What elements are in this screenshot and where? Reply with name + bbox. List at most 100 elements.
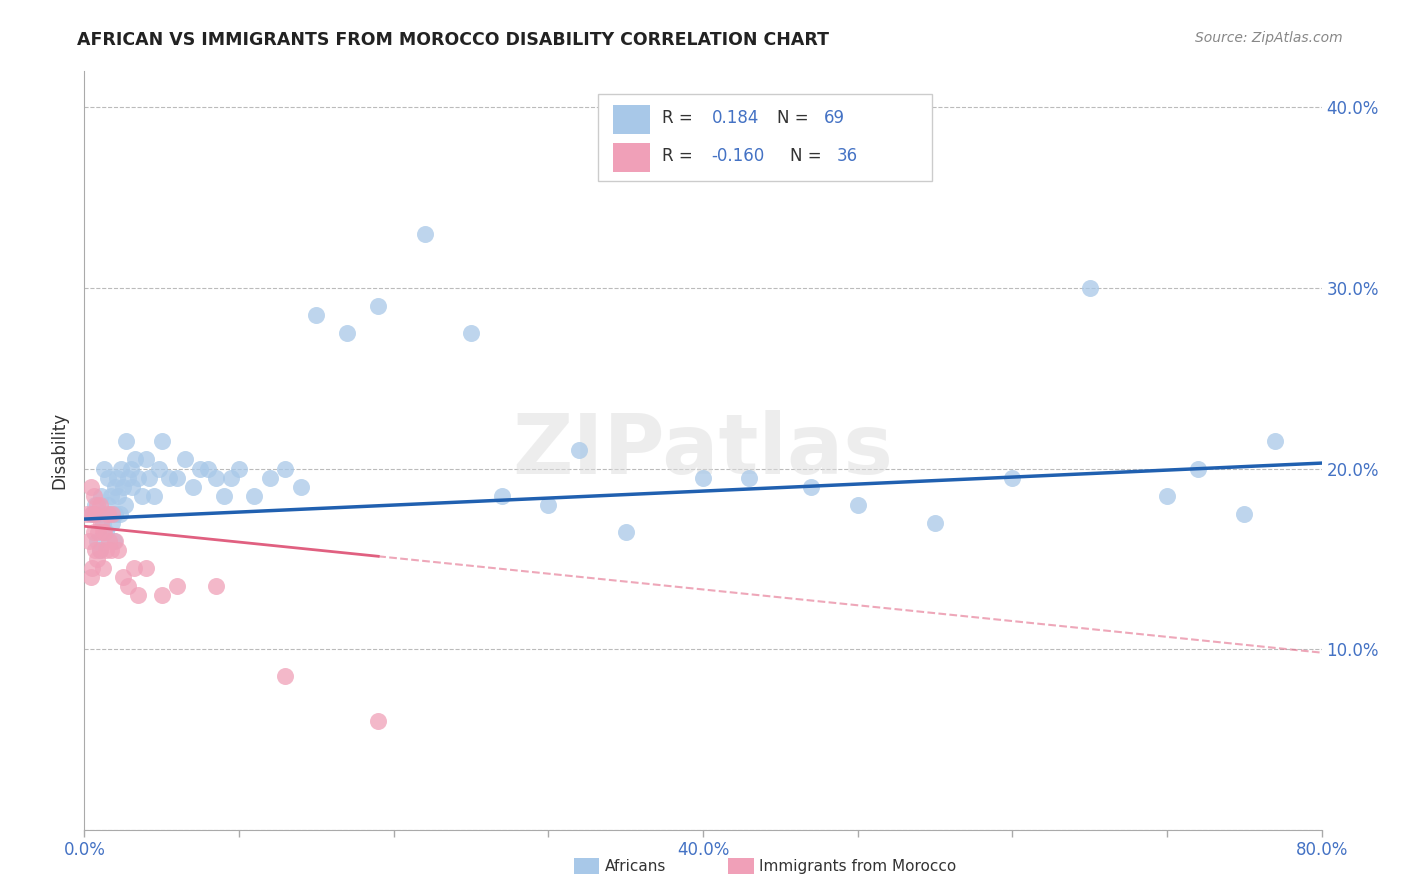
Text: -0.160: -0.160 [711,147,765,165]
Point [150,588,173,602]
Point [138,470,160,484]
Point [336,326,359,340]
Point [143,489,166,503]
Text: 69: 69 [824,110,845,128]
Point [107,542,129,557]
Point [117,579,139,593]
Point [94,542,117,557]
Point [367,714,389,729]
Point [96,498,118,512]
Text: R =: R = [662,147,699,165]
Point [90,489,112,503]
Point [135,452,157,467]
Point [127,470,149,484]
Point [96,470,118,484]
Point [568,443,591,458]
Point [84,507,107,521]
Point [104,507,127,521]
Point [93,461,115,475]
Text: N =: N = [790,147,821,165]
Point [212,489,235,503]
Text: 36: 36 [837,147,858,165]
Point [84,542,107,557]
Point [110,461,132,475]
Point [82,507,104,521]
Text: Africans: Africans [605,859,666,873]
Point [101,516,124,530]
Point [107,489,129,503]
Point [181,479,204,493]
Point [800,479,823,493]
Point [924,516,946,530]
Text: R =: R = [662,110,699,128]
Point [1264,434,1286,449]
Point [1233,507,1256,521]
Point [166,579,188,593]
Point [100,489,122,503]
Point [537,498,560,512]
Point [100,542,122,557]
Point [413,227,436,241]
Point [89,498,111,512]
Point [1001,470,1024,484]
Point [205,470,228,484]
Point [150,434,173,449]
Point [115,434,138,449]
Point [738,470,761,484]
Point [491,489,513,503]
Point [243,489,266,503]
Point [104,533,127,548]
Point [460,326,482,340]
Point [166,470,188,484]
Point [89,542,111,557]
Point [692,470,714,484]
Point [76,507,98,521]
Point [148,461,170,475]
Point [114,498,136,512]
Point [96,507,118,521]
Point [174,452,197,467]
FancyBboxPatch shape [598,95,932,181]
Point [94,524,117,539]
Point [1187,461,1209,475]
Point [91,561,114,575]
Point [103,533,125,548]
Point [112,570,135,584]
Point [89,507,111,521]
Point [228,461,250,475]
Point [846,498,869,512]
Point [614,524,637,539]
Point [117,470,139,484]
Point [367,299,389,313]
Point [120,461,142,475]
Point [135,561,157,575]
Point [86,551,108,566]
Point [127,588,149,602]
Y-axis label: Disability: Disability [51,412,69,489]
Point [86,533,108,548]
Point [90,516,112,530]
Point [205,579,228,593]
Point [274,461,297,475]
Point [131,489,153,503]
Point [83,489,105,503]
Bar [613,144,650,172]
Text: Immigrants from Morocco: Immigrants from Morocco [759,859,956,873]
Text: ZIPatlas: ZIPatlas [513,410,893,491]
Text: AFRICAN VS IMMIGRANTS FROM MOROCCO DISABILITY CORRELATION CHART: AFRICAN VS IMMIGRANTS FROM MOROCCO DISAB… [77,31,830,49]
Point [87,524,110,539]
Point [104,479,127,493]
Point [219,470,242,484]
Point [188,461,211,475]
Text: Source: ZipAtlas.com: Source: ZipAtlas.com [1195,31,1343,45]
Point [86,498,108,512]
Point [124,452,146,467]
Point [79,570,101,584]
Point [105,470,128,484]
Point [159,470,180,484]
Point [290,479,312,493]
Point [1156,489,1178,503]
Text: 0.184: 0.184 [711,110,759,128]
Bar [613,105,650,135]
Point [101,507,124,521]
